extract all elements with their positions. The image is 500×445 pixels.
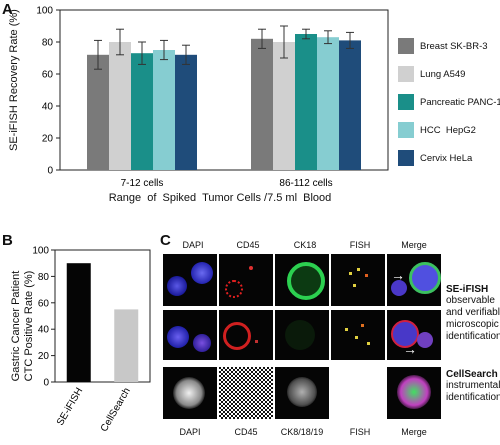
bar: [131, 53, 153, 171]
x-tick-label: 86-112 cells: [279, 178, 332, 189]
bar: [114, 309, 139, 382]
header-cd45: CD45: [236, 240, 260, 250]
legend-swatch: [398, 94, 414, 110]
panel-b-chart: 0 20 40 60 80 100 SE-iFISH CellSearch: [32, 246, 151, 434]
micrograph-row1-cd45: [219, 254, 273, 306]
legend-item: Lung A549: [398, 66, 465, 82]
micrograph-row1-merge: →: [387, 254, 441, 306]
y-tick-label: 100: [36, 6, 53, 17]
header-merge: Merge: [401, 240, 427, 250]
legend-item: HCC HepG2: [398, 122, 476, 138]
bar: [251, 38, 273, 170]
bar: [273, 42, 295, 170]
cellsearch-title: CellSearch: [446, 369, 498, 380]
panel-a-letter: A: [2, 1, 13, 18]
legend-swatch: [398, 122, 414, 138]
bottom-header-ck81819: CK8/18/19: [280, 427, 324, 437]
y-tick-label: 0: [43, 378, 49, 389]
seifish-line-4: identification: [446, 331, 500, 342]
y-tick-label: 60: [42, 70, 54, 81]
bar: [66, 263, 91, 382]
micrograph-row2-fish: [331, 310, 385, 360]
header-dapi: DAPI: [182, 240, 204, 250]
panel-a-x-axis-title: Range of Spiked Tumor Cells /7.5 ml Bloo…: [108, 192, 332, 204]
micrograph-row1-ck18: [275, 254, 329, 306]
x-tick-label: SE-iFISH: [55, 386, 85, 428]
legend-label: Lung A549: [420, 68, 466, 80]
bottom-header-cd45: CD45: [234, 427, 258, 437]
legend-label: Pancreatic PANC-1: [420, 96, 500, 108]
legend-item: Cervix HeLa: [398, 150, 472, 166]
cellsearch-line-2: identification: [446, 392, 500, 403]
bar: [175, 54, 197, 170]
arrow-icon: →: [403, 341, 417, 357]
micrograph-row2-merge: →: [387, 310, 441, 360]
y-tick-label: 40: [42, 102, 54, 113]
micrograph-row2-dapi: [163, 310, 217, 360]
bar: [153, 50, 175, 170]
bar: [109, 42, 131, 170]
plot-frame: [54, 249, 151, 383]
legend-swatch: [398, 66, 414, 82]
seifish-title: SE-iFISH: [446, 284, 489, 295]
header-ck18: CK18: [293, 240, 317, 250]
seifish-line-2: and verifiable: [446, 307, 500, 318]
bar: [295, 34, 317, 170]
y-tick-label: 20: [38, 351, 50, 362]
legend-item: Breast SK-BR-3: [398, 38, 488, 54]
micrograph-row2-ck18: [275, 310, 329, 360]
bottom-header-fish: FISH: [349, 427, 371, 437]
legend-swatch: [398, 150, 414, 166]
seifish-line-1: observable: [446, 295, 495, 306]
y-tick-label: 20: [42, 134, 54, 145]
arrow-icon: →: [391, 267, 405, 283]
y-tick-label: 80: [42, 38, 54, 49]
bottom-header-dapi: DAPI: [179, 427, 201, 437]
legend-label: Cervix HeLa: [420, 152, 473, 164]
x-tick-label: CellSearch: [99, 386, 133, 434]
legend-label: HCC HepG2: [420, 124, 476, 136]
plot-frame: [59, 9, 389, 171]
panel-c-letter: C: [160, 232, 171, 249]
micrograph-row2-cd45: [219, 310, 273, 360]
micrograph-row3-ck81819: [275, 367, 329, 419]
micrograph-row3-dapi: [163, 367, 217, 419]
y-tick-label: 100: [32, 246, 49, 257]
bar: [317, 37, 339, 171]
legend-item: Pancreatic PANC-1: [398, 94, 500, 110]
micrograph-row3-merge: [387, 367, 441, 419]
y-tick-label: 80: [38, 272, 50, 283]
panel-b-letter: B: [2, 232, 13, 249]
bar: [87, 54, 109, 170]
y-tick-label: 60: [38, 298, 50, 309]
seifish-line-3: microscopic: [446, 319, 499, 330]
bottom-header-merge: Merge: [401, 427, 427, 437]
cellsearch-line-1: instrumental: [446, 380, 500, 391]
bar: [339, 40, 361, 171]
cellsearch-description: CellSearch instrumental identification: [446, 369, 500, 404]
micrograph-row3-cd45: [219, 367, 273, 419]
seifish-description: SE-iFISH observable and verifiable micro…: [446, 284, 500, 343]
header-fish: FISH: [349, 240, 371, 250]
y-tick-label: 0: [47, 166, 53, 177]
micrograph-row1-dapi: [163, 254, 217, 306]
legend-label: Breast SK-BR-3: [420, 40, 488, 52]
panel-a-chart: 0 20 40 60 80 100 7-12 cells 86-112 cells: [36, 6, 389, 189]
x-tick-label: 7-12 cells: [121, 178, 164, 189]
y-tick-label: 40: [38, 325, 50, 336]
legend-swatch: [398, 38, 414, 54]
micrograph-row1-fish: [331, 254, 385, 306]
